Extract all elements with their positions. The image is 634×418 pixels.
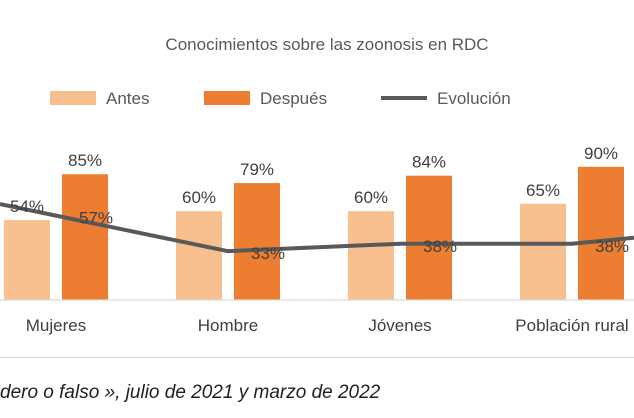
labels-layer: 54% 85% Mujeres 60% 79% Hombre 60% 84% Jóvenes 65… xyxy=(10,144,629,335)
data-label-despues-hombre: 79% xyxy=(240,160,274,179)
legend-swatch-despues xyxy=(204,91,250,105)
chart-svg: Conocimientos sobre las zoonosis en RDC … xyxy=(0,35,634,335)
legend-label-despues: Después xyxy=(260,89,327,108)
bar-antes-poblacion-rural xyxy=(520,203,566,300)
bar-antes-mujeres xyxy=(4,220,50,300)
data-label-despues-mujeres: 85% xyxy=(68,151,102,170)
figure-caption: dero o falso », julio de 2021 y marzo de… xyxy=(0,382,381,403)
data-label-antes-mujeres: 54% xyxy=(10,197,44,216)
legend-swatch-antes xyxy=(50,91,96,105)
legend-label-evolucion: Evolución xyxy=(437,89,511,108)
bar-despues-mujeres xyxy=(62,174,108,300)
data-label-despues-jovenes: 84% xyxy=(412,153,446,172)
bar-antes-jovenes xyxy=(348,211,394,300)
line-evolucion xyxy=(0,202,634,254)
data-label-antes-jovenes: 60% xyxy=(354,188,388,207)
data-label-evolucion-mujeres: 57% xyxy=(79,209,113,228)
bar-despues-hombre xyxy=(234,183,280,300)
data-label-evolucion-jovenes: 38% xyxy=(423,237,457,256)
category-label-jovenes: Jóvenes xyxy=(368,316,431,335)
chart-frame-border xyxy=(0,357,634,358)
data-label-evolucion-hombre: 33% xyxy=(251,244,285,263)
chart-area: Conocimientos sobre las zoonosis en RDC … xyxy=(0,35,634,335)
category-label-mujeres: Mujeres xyxy=(26,316,86,335)
category-label-poblacion-rural: Población rural xyxy=(515,316,628,335)
data-label-antes-hombre: 60% xyxy=(182,188,216,207)
bar-antes-hombre xyxy=(176,211,222,300)
legend-label-antes: Antes xyxy=(106,89,149,108)
data-label-despues-poblacion-rural: 90% xyxy=(584,144,618,163)
bars-layer xyxy=(4,166,624,300)
data-label-antes-poblacion-rural: 65% xyxy=(526,181,560,200)
category-label-hombre: Hombre xyxy=(198,316,258,335)
data-label-evolucion-poblacion-rural: 38% xyxy=(595,237,629,256)
chart-title: Conocimientos sobre las zoonosis en RDC xyxy=(165,35,488,54)
bar-despues-poblacion-rural xyxy=(578,166,624,300)
line-layer xyxy=(0,202,634,254)
bar-despues-jovenes xyxy=(406,175,452,300)
legend: Antes Después Evolución xyxy=(50,89,511,108)
